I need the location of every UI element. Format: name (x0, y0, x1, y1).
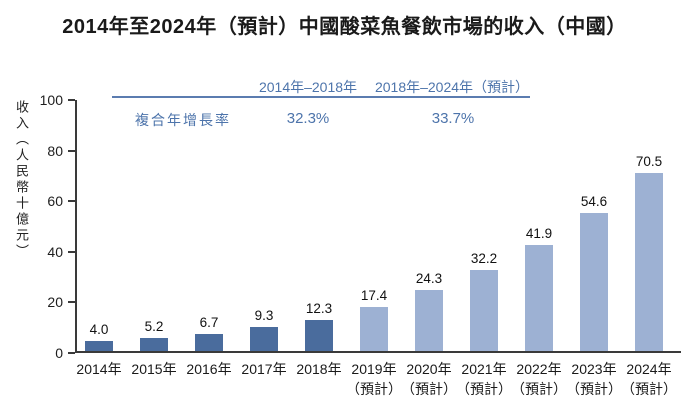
y-axis-tick (68, 301, 75, 304)
bar-forecast (360, 306, 388, 351)
bar-forecast (580, 212, 608, 351)
cagr-period-1: 2014年–2018年 (258, 79, 358, 95)
cagr-header-row: 2014年–2018年 2018年–2024年（預計） (112, 76, 530, 98)
y-axis-tick-label: 60 (47, 193, 63, 210)
cagr-period-2: 2018年–2024年（預計） (374, 79, 530, 95)
x-axis-tick-label: 2019年 （預計） (346, 361, 402, 397)
bar-forecast (470, 269, 498, 351)
y-axis-tick-label: 80 (47, 142, 63, 159)
x-axis-tick-label: 2021年 （預計） (456, 361, 512, 397)
x-axis-tick-label: 2017年 (241, 361, 287, 377)
y-axis-tick (68, 250, 75, 253)
cagr-value-row: 複合年增長率 32.3% 33.7% (112, 98, 530, 128)
cagr-row-label: 複合年增長率 (135, 112, 231, 128)
chart-title: 2014年至2024年（預計）中國酸菜魚餐飲市場的收入（中國） (62, 16, 627, 38)
x-axis-tick-label: 2018年 (296, 361, 342, 377)
bar-forecast (525, 245, 553, 351)
bar-value-label: 32.2 (470, 250, 498, 266)
x-axis-tick-label: 2023年 （預計） (566, 361, 622, 397)
bar-actual (140, 337, 168, 351)
y-axis-tick (68, 352, 75, 354)
bar-value-label: 12.3 (305, 300, 333, 316)
bar-value-label: 9.3 (254, 308, 274, 324)
bar-actual (85, 340, 113, 351)
bar-value-label: 5.2 (144, 318, 164, 334)
x-axis-tick-label: 2022年 （預計） (511, 361, 567, 397)
bar-value-label: 24.3 (415, 270, 443, 286)
bar-forecast (415, 289, 443, 351)
cagr-value-1: 32.3% (286, 110, 330, 127)
bar-value-label: 6.7 (199, 315, 219, 331)
x-axis-tick-label: 2016年 (186, 361, 232, 377)
x-axis-tick-label: 2024年 （預計） (621, 361, 677, 397)
x-axis-tick-label: 2014年 (76, 361, 122, 377)
bar-value-label: 70.5 (635, 153, 663, 169)
bar-value-label: 17.4 (360, 287, 388, 303)
x-axis-tick-label: 2020年 （預計） (401, 361, 457, 397)
cagr-table: 2014年–2018年 2018年–2024年（預計） 複合年增長率 32.3%… (112, 76, 530, 128)
y-axis-tick (68, 149, 75, 152)
bar-value-label: 54.6 (580, 193, 608, 209)
plot-area: 0 20 40 60 80 100 4.0 2014年 5.2 2015年 6.7 2016年 9.3 2… (40, 92, 681, 397)
x-axis-tick-label: 2015年 (131, 361, 177, 377)
y-axis-title: 收入（人民幣十億元） (14, 100, 29, 260)
y-axis-tick-label: 100 (39, 92, 63, 108)
bar-value-label: 4.0 (89, 321, 109, 337)
bar-value-label: 41.9 (525, 226, 553, 241)
y-axis-tick-label: 0 (55, 345, 63, 361)
bar-actual (195, 334, 223, 351)
y-axis-tick-label: 20 (47, 294, 63, 311)
y-axis-tick (68, 99, 75, 102)
bar-actual (250, 327, 278, 351)
bar-actual (305, 319, 333, 351)
y-axis-tick (68, 200, 75, 203)
cagr-value-2: 33.7% (431, 110, 475, 127)
bar-forecast (635, 172, 663, 351)
y-axis-tick-label: 40 (47, 243, 63, 260)
